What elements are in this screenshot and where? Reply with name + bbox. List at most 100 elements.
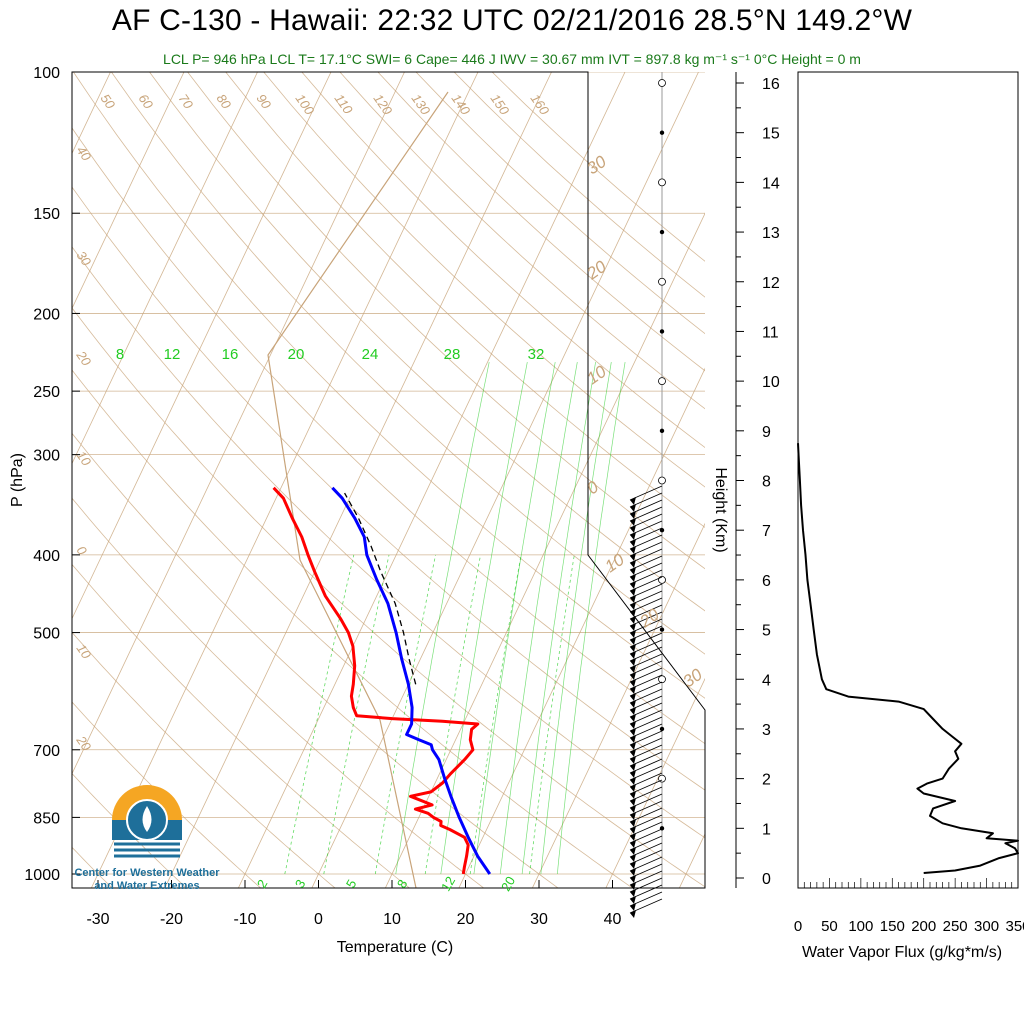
wind-barb-flag bbox=[630, 609, 636, 617]
height-tick-label: 15 bbox=[762, 126, 780, 143]
moist-adiabat-line bbox=[323, 554, 390, 875]
isotherm-label: 150 bbox=[488, 91, 513, 118]
wind-barb-flag bbox=[630, 672, 636, 680]
height-tick-label: 11 bbox=[762, 324, 779, 341]
adiabat-label-right: 30 bbox=[583, 152, 610, 179]
height-marker bbox=[658, 178, 666, 187]
height-tick-label: 4 bbox=[762, 672, 771, 689]
wind-barb-flag bbox=[630, 700, 636, 708]
flux-tick-label: 50 bbox=[821, 918, 838, 935]
height-tick-label: 1 bbox=[762, 821, 771, 838]
mixing-ratio-label-bottom: 5 bbox=[343, 877, 360, 891]
isotherm-label: 120 bbox=[371, 91, 396, 118]
isotherm-line bbox=[458, 367, 705, 888]
pressure-tick-label: 250 bbox=[33, 384, 60, 401]
wind-barb-flag bbox=[630, 665, 636, 673]
flux-tick-label: 200 bbox=[911, 918, 936, 935]
temperature-tick-label: 0 bbox=[314, 911, 323, 928]
dry-adiabat-line bbox=[225, 72, 705, 528]
temperature-tick-label: -20 bbox=[160, 911, 183, 928]
flux-tick-label: 150 bbox=[880, 918, 905, 935]
height-tick-label: 7 bbox=[762, 523, 771, 540]
wind-barb-flag bbox=[630, 798, 636, 806]
dry-adiabat-line bbox=[72, 127, 705, 745]
dry-adiabat-line bbox=[301, 72, 705, 449]
wind-barb-flag bbox=[630, 812, 636, 820]
wind-barb-flag bbox=[630, 868, 636, 876]
dry-adiabat-line bbox=[73, 72, 705, 699]
height-marker bbox=[658, 675, 666, 684]
height-tick-label: 14 bbox=[762, 175, 780, 192]
reference-profile-line bbox=[267, 91, 449, 888]
isotherm-label: 140 bbox=[449, 91, 474, 118]
adiabat-label-left: 10 bbox=[74, 448, 95, 469]
height-tick-label: 2 bbox=[762, 772, 771, 789]
dry-adiabat-line bbox=[339, 72, 705, 410]
wind-barb-flag bbox=[630, 497, 636, 505]
height-marker bbox=[658, 277, 666, 286]
wind-barb-flag bbox=[630, 658, 636, 666]
height-marker bbox=[659, 329, 665, 334]
wind-barb-flag bbox=[630, 735, 636, 743]
isotherm-line bbox=[384, 212, 705, 888]
isotherm-line bbox=[531, 522, 705, 888]
height-marker bbox=[658, 476, 666, 485]
mixing-ratio-label-top: 20 bbox=[288, 346, 305, 363]
temperature-tick-label: 30 bbox=[530, 911, 548, 928]
flux-tick-label: 350 bbox=[1005, 918, 1024, 935]
chart-title: AF C-130 - Hawaii: 22:32 UTC 02/21/2016 … bbox=[111, 4, 913, 37]
dewpoint-series-line bbox=[331, 486, 492, 875]
wind-barb-flag bbox=[630, 686, 636, 694]
dry-adiabat-line bbox=[187, 72, 705, 570]
wind-barb-flag bbox=[630, 784, 636, 792]
isotherm-line bbox=[90, 72, 479, 888]
wind-barb-flag bbox=[630, 623, 636, 631]
height-tick-label: 9 bbox=[762, 424, 771, 441]
isotherm-line bbox=[72, 72, 258, 465]
temperature-series-line bbox=[272, 486, 480, 875]
wind-barb-flag bbox=[630, 518, 636, 526]
height-marker bbox=[658, 79, 666, 87]
adiabat-label-right: 10 bbox=[583, 362, 610, 389]
pressure-axis-title: P (hPa) bbox=[9, 453, 26, 507]
wind-barb-flag bbox=[630, 511, 636, 519]
wind-barb-flag bbox=[630, 588, 636, 596]
mixing-ratio-line bbox=[540, 362, 612, 875]
wind-barb-flag bbox=[630, 910, 636, 918]
height-marker bbox=[659, 229, 665, 235]
wind-barb-flag bbox=[630, 546, 636, 554]
flux-tick-label: 100 bbox=[848, 918, 873, 935]
isotherm-line bbox=[605, 677, 705, 888]
flux-frame bbox=[797, 71, 1019, 889]
dry-adiabat-line bbox=[72, 432, 559, 888]
adiabat-label-right: 0 bbox=[583, 477, 602, 498]
mixing-ratio-label-bottom: 2 bbox=[254, 877, 271, 891]
plot-frames bbox=[71, 71, 744, 889]
wind-barb-flag bbox=[630, 721, 636, 729]
adiabat-label-right: 10 bbox=[601, 550, 628, 577]
mixing-ratio-line bbox=[473, 362, 556, 875]
pressure-tick-label: 700 bbox=[33, 743, 60, 760]
wind-barb-column bbox=[629, 72, 666, 918]
mixing-ratio-label-bottom: 12 bbox=[438, 874, 458, 894]
height-marker bbox=[659, 428, 665, 434]
flux-tick-label: 250 bbox=[943, 918, 968, 935]
wind-barb-flag bbox=[630, 707, 636, 715]
temperature-tick-label: -30 bbox=[86, 911, 109, 928]
flux-tick-label: 300 bbox=[974, 918, 999, 935]
wind-barb-flag bbox=[630, 532, 636, 540]
mixing-ratio-label-top: 12 bbox=[164, 346, 181, 363]
adiabat-label-left: 10 bbox=[74, 641, 95, 662]
pressure-tick-label: 100 bbox=[33, 65, 60, 82]
wind-barb-flag bbox=[630, 553, 636, 561]
background-lines bbox=[72, 72, 705, 888]
height-tick-label: 6 bbox=[762, 573, 771, 590]
wind-barb-flag bbox=[630, 630, 636, 638]
isotherm-label: 90 bbox=[254, 91, 275, 112]
wind-barb-flag bbox=[630, 693, 636, 701]
organization-name-line2: and Water Extremes bbox=[94, 880, 199, 892]
isotherm-label: 70 bbox=[176, 91, 197, 112]
wind-barb-flag bbox=[630, 539, 636, 547]
wind-barb-flag bbox=[630, 560, 636, 568]
wind-barb-flag bbox=[630, 749, 636, 757]
